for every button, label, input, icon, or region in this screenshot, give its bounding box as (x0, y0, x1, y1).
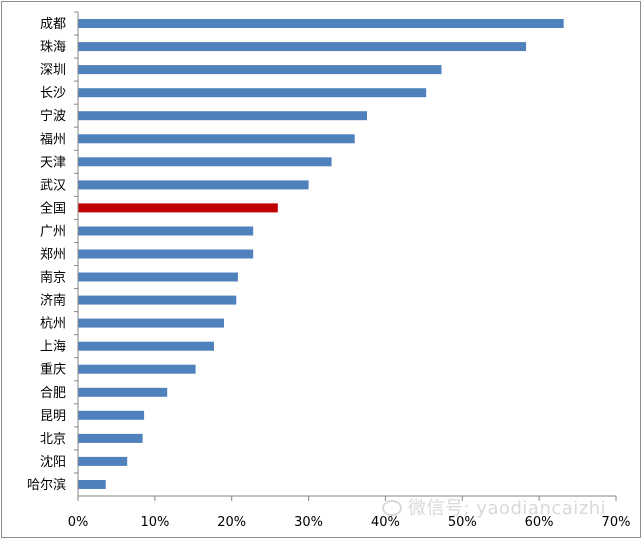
category-label-0: 成都 (40, 17, 66, 32)
bar-1 (78, 42, 527, 52)
watermark: 微信号: yaodiancaizhi (382, 494, 606, 520)
bar-19 (78, 456, 128, 466)
bar-8 (78, 203, 278, 213)
category-label-12: 济南 (40, 293, 66, 309)
category-label-3: 长沙 (40, 86, 66, 101)
bar-18 (78, 433, 143, 443)
category-label-18: 北京 (40, 432, 66, 447)
wechat-icon (382, 500, 402, 516)
category-label-8: 全国 (40, 200, 66, 216)
bar-20 (78, 480, 106, 489)
category-label-19: 沈阳 (40, 455, 66, 470)
watermark-text: 微信号: yaodiancaizhi (408, 498, 607, 519)
category-label-4: 宁波 (40, 108, 66, 124)
bar-10 (78, 249, 254, 259)
category-label-9: 广州 (40, 225, 66, 240)
bar-13 (78, 318, 224, 328)
bar-11 (78, 272, 238, 282)
x-tick-label-6: 60% (525, 515, 554, 530)
category-label-7: 武汉 (40, 178, 66, 193)
bar-14 (78, 341, 214, 351)
bar-4 (78, 111, 367, 121)
bar-6 (78, 157, 332, 167)
category-label-15: 重庆 (40, 362, 66, 378)
category-label-6: 天津 (40, 155, 66, 170)
bar-17 (78, 410, 145, 420)
x-tick-label-4: 40% (371, 515, 400, 530)
category-label-17: 昆明 (40, 409, 66, 424)
bar-0 (78, 19, 564, 28)
x-tick-label-1: 10% (140, 515, 169, 530)
bar-5 (78, 134, 355, 144)
category-label-2: 深圳 (40, 63, 66, 78)
x-tick-label-0: 0% (68, 515, 89, 530)
bar-9 (78, 226, 254, 236)
category-label-11: 南京 (40, 270, 66, 286)
x-tick-label-2: 20% (217, 515, 246, 530)
bar-12 (78, 295, 237, 305)
x-tick-label-3: 30% (294, 515, 323, 530)
category-label-1: 珠海 (40, 40, 66, 55)
category-label-16: 合肥 (40, 386, 66, 401)
category-label-5: 福州 (40, 132, 66, 147)
category-label-14: 上海 (40, 340, 66, 355)
category-label-20: 哈尔滨 (27, 477, 66, 493)
bar-16 (78, 387, 168, 397)
bar-3 (78, 88, 427, 98)
x-tick-label-5: 50% (448, 515, 477, 530)
bar-15 (78, 364, 196, 374)
bar-2 (78, 65, 442, 75)
x-tick-label-7: 70% (602, 515, 631, 530)
category-label-13: 杭州 (40, 317, 66, 332)
bar-7 (78, 180, 309, 190)
category-label-10: 郑州 (40, 248, 66, 263)
